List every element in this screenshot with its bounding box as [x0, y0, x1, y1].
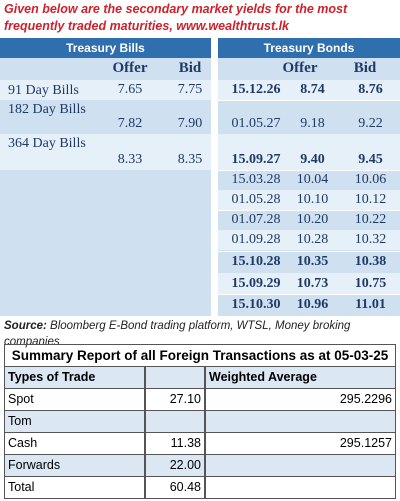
bond-bid: 10.32 — [354, 232, 387, 247]
trade-type: Cash — [4, 432, 145, 455]
bond-offer: 10.28 — [296, 232, 329, 247]
row-sep — [218, 170, 400, 171]
column-header: Bid — [353, 60, 377, 76]
row-band — [218, 273, 400, 294]
bill-name: 364 Day Bills — [8, 136, 86, 151]
bond-offer: 9.18 — [300, 116, 325, 131]
column-header: Offer — [282, 60, 318, 76]
bill-offer: 7.82 — [117, 116, 143, 131]
bond-bid: 10.22 — [354, 212, 387, 227]
row-band — [218, 80, 400, 100]
bond-maturity: 01.05.27 — [231, 116, 281, 131]
bill-bid: 7.90 — [177, 116, 203, 131]
trade-type: Forwards — [4, 454, 145, 477]
summary-value: 11.38 — [145, 432, 205, 455]
column-header: Offer — [112, 60, 148, 76]
row-sep — [218, 294, 400, 295]
summary-value: 27.10 — [145, 388, 205, 411]
bill-name: 182 Day Bills — [8, 102, 86, 117]
bond-offer: 10.35 — [296, 254, 329, 269]
bill-name: 91 Day Bills — [8, 83, 79, 98]
row-sep — [218, 251, 400, 252]
summary-value: 295.1257 — [205, 432, 396, 455]
bond-offer: 10.20 — [296, 212, 329, 227]
bond-bid: 10.12 — [354, 192, 387, 207]
summary-value: 295.2296 — [205, 388, 396, 411]
row-band — [218, 230, 400, 250]
bond-bid: 11.01 — [355, 297, 386, 312]
bond-bid: 10.75 — [354, 276, 387, 291]
summary-value — [205, 410, 396, 433]
summary-header-blank — [145, 366, 205, 389]
bond-offer: 10.73 — [296, 276, 329, 291]
bond-offer: 10.96 — [296, 297, 329, 312]
bond-offer: 9.40 — [300, 152, 325, 167]
row-band — [0, 80, 211, 100]
bond-bid: 8.76 — [358, 82, 383, 97]
summary-value: 60.48 — [145, 476, 205, 499]
trade-type: Tom — [4, 410, 145, 433]
bond-bid: 10.06 — [354, 172, 387, 187]
bill-bid: 7.75 — [177, 82, 203, 97]
panel-divider — [211, 38, 218, 316]
row-band — [218, 190, 400, 210]
bond-offer: 8.74 — [300, 82, 325, 97]
summary-value — [145, 410, 205, 433]
bond-maturity: 15.09.29 — [231, 276, 281, 291]
bill-bid: 8.35 — [177, 152, 203, 167]
row-band — [0, 134, 211, 170]
bond-bid: 9.22 — [358, 116, 383, 131]
column-header: Bid — [178, 60, 202, 76]
bond-maturity: 15.10.30 — [231, 297, 281, 312]
row-band — [218, 134, 400, 170]
summary-value — [205, 476, 396, 499]
bond-maturity: 15.03.28 — [231, 172, 281, 187]
bond-maturity: 01.05.28 — [231, 192, 281, 207]
source-line: Source: Bloomberg E-Bond trading platfor… — [4, 318, 400, 350]
bond-offer: 10.04 — [296, 172, 329, 187]
bills-header: Treasury Bills — [0, 38, 211, 58]
summary-header: Types of Trade — [4, 366, 145, 389]
bond-bid: 10.38 — [354, 254, 387, 269]
bond-maturity: 15.10.28 — [231, 254, 281, 269]
bond-bid: 9.45 — [358, 152, 383, 167]
bond-offer: 10.10 — [296, 192, 329, 207]
bonds-header: Treasury Bonds — [218, 38, 400, 58]
bond-maturity: 15.09.27 — [231, 152, 281, 167]
trade-type: Total — [4, 476, 145, 499]
trade-type: Spot — [4, 388, 145, 411]
bill-offer: 8.33 — [117, 152, 143, 167]
bond-maturity: 15.12.26 — [231, 82, 281, 97]
summary-value: 22.00 — [145, 454, 205, 477]
bill-offer: 7.65 — [117, 82, 143, 97]
row-sep — [218, 100, 400, 101]
bond-maturity: 01.07.28 — [231, 212, 281, 227]
summary-header: Weighted Average — [205, 366, 396, 389]
source-text: Bloomberg E-Bond trading platform, WTSL,… — [4, 320, 351, 348]
intro-note: Given below are the secondary market yie… — [4, 2, 348, 33]
source-label: Source: — [4, 320, 47, 332]
bond-maturity: 01.09.28 — [231, 232, 281, 247]
summary-value — [205, 454, 396, 477]
row-sep — [218, 210, 400, 211]
summary-title: Summary Report of all Foreign Transactio… — [4, 344, 396, 367]
